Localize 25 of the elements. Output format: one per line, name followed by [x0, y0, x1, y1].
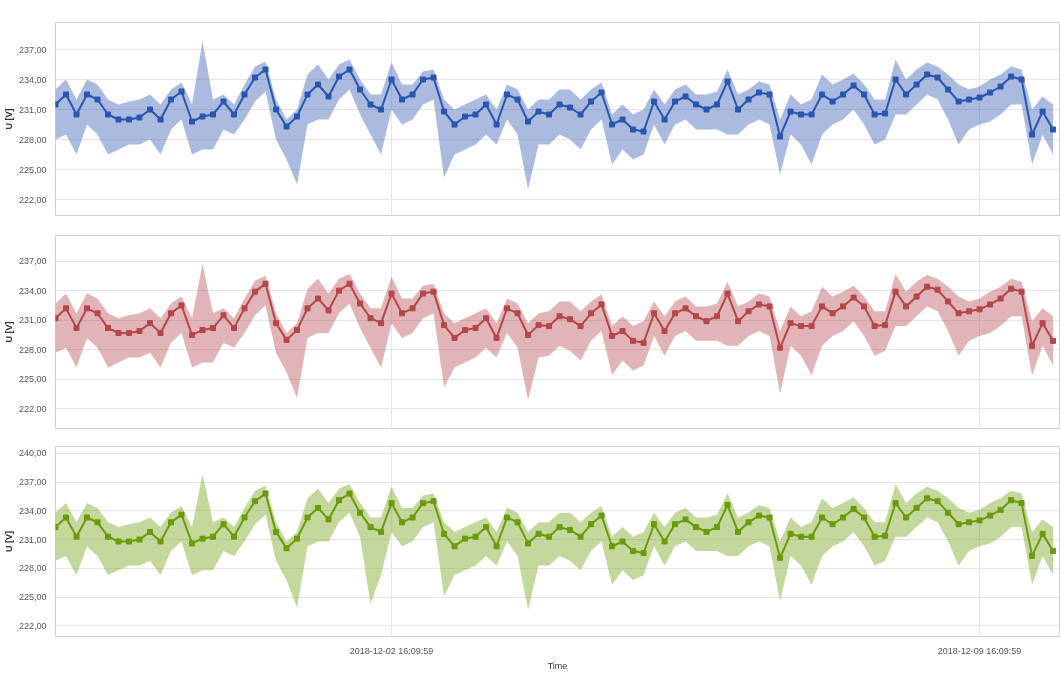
y-axis-title: U [V]: [3, 321, 14, 343]
x-tick-label: 2018-12-02 16:09:59: [349, 645, 434, 656]
y-tick-label: 222,00: [18, 194, 47, 205]
y-tick-label: 234,00: [18, 74, 47, 85]
y-axis-title: U [V]: [3, 108, 14, 130]
y-tick-label: 237,00: [18, 477, 47, 488]
y-tick-label: 234,00: [18, 505, 47, 516]
y-axis-title: U [V]: [3, 531, 14, 552]
x-axis-title: Time: [547, 660, 568, 671]
y-tick-label: 228,00: [18, 563, 47, 574]
y-tick-label: 240,00: [18, 448, 47, 459]
y-tick-label: 225,00: [18, 592, 47, 603]
y-tick-label: 222,00: [18, 403, 47, 414]
y-tick-label: 222,00: [18, 620, 47, 631]
y-tick-label: 231,00: [18, 315, 47, 326]
y-tick-label: 237,00: [18, 44, 47, 55]
x-tick-label: 2018-12-09 16:09:59: [937, 645, 1022, 656]
y-tick-label: 231,00: [18, 104, 47, 115]
y-tick-label: 237,00: [18, 256, 47, 267]
y-tick-label: 225,00: [18, 374, 47, 385]
y-tick-label: 234,00: [18, 285, 47, 296]
y-tick-label: 228,00: [18, 344, 47, 355]
y-tick-label: 231,00: [18, 534, 47, 545]
y-tick-label: 228,00: [18, 134, 47, 145]
y-tick-label: 225,00: [18, 164, 47, 175]
